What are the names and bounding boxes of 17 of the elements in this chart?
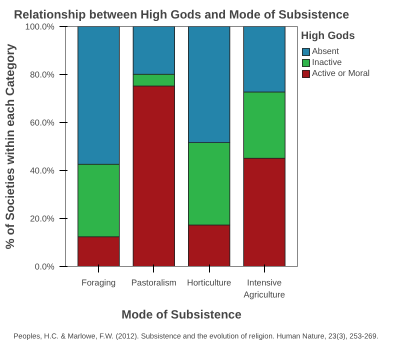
y-tick-label: 20.0%	[30, 214, 55, 224]
legend-label: Active or Moral	[312, 68, 370, 78]
y-tick-label: 100.0%	[25, 22, 55, 32]
legend-title: High Gods	[301, 30, 356, 42]
x-tick-label: Pastoralism	[131, 278, 176, 288]
y-tick-label: 80.0%	[30, 70, 55, 80]
chart-title: Relationship between High Gods and Mode of Subsistence	[14, 8, 350, 22]
y-tick-label: 60.0%	[30, 118, 55, 128]
y-tick-label: 0.0%	[34, 262, 55, 272]
legend-label: Absent	[312, 46, 339, 56]
x-tick-label: Intensive Agriculture	[244, 278, 286, 300]
y-axis-title: % of Societies within each Category	[3, 43, 18, 250]
y-tick-label: 40.0%	[30, 166, 55, 176]
x-axis-title: Mode of Subsistence	[121, 308, 242, 322]
legend-label: Inactive	[312, 57, 342, 67]
x-tick-label: Foraging	[82, 278, 116, 288]
x-tick-label: Horticulture	[186, 278, 232, 288]
